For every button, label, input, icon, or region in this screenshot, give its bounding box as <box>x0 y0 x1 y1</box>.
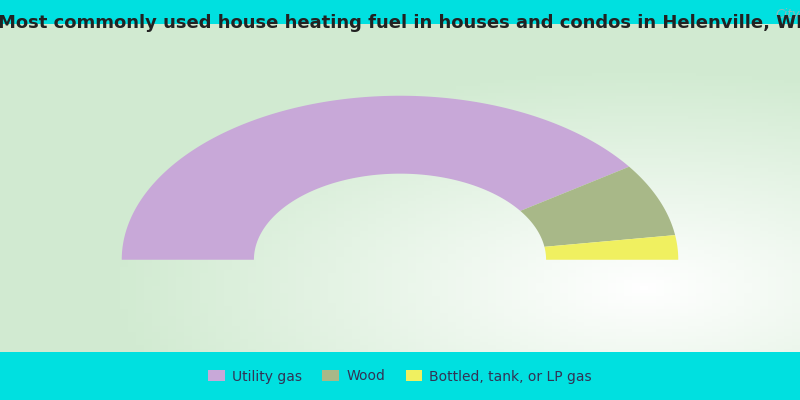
Polygon shape <box>545 235 678 260</box>
Text: City-Data.com: City-Data.com <box>775 8 800 20</box>
Text: Most commonly used house heating fuel in houses and condos in Helenville, WI: Most commonly used house heating fuel in… <box>0 14 800 32</box>
Polygon shape <box>122 96 629 260</box>
Legend: Utility gas, Wood, Bottled, tank, or LP gas: Utility gas, Wood, Bottled, tank, or LP … <box>202 364 598 389</box>
Polygon shape <box>520 167 675 247</box>
